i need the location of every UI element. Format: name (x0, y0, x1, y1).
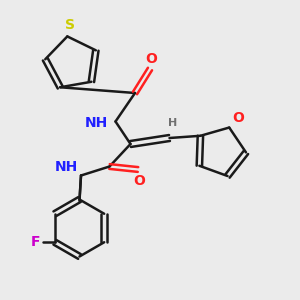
Text: NH: NH (85, 116, 108, 130)
Text: NH: NH (55, 160, 78, 174)
Text: O: O (146, 52, 158, 66)
Text: H: H (168, 118, 177, 128)
Text: O: O (232, 110, 244, 124)
Text: S: S (65, 18, 75, 32)
Text: F: F (31, 235, 40, 249)
Text: O: O (134, 174, 146, 188)
